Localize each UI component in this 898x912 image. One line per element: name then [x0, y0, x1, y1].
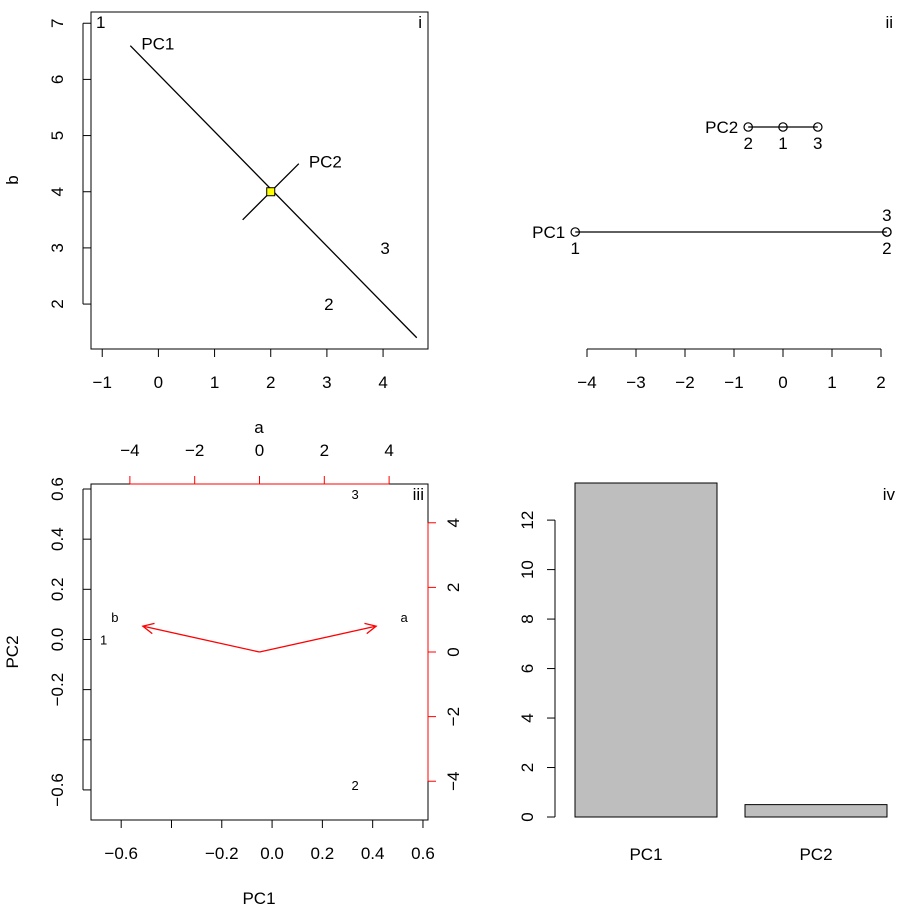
panel-iii-arrowhead — [364, 622, 378, 635]
panel-ii-x-tick-label: −4 — [577, 373, 596, 392]
panel-iii-x-tick-label: 0.0 — [260, 844, 284, 863]
panel-iii-loading-arrow — [142, 625, 260, 653]
panel-iii-y-axis-label: PC2 — [3, 635, 22, 668]
panel-iii-y-tick-label: 0.6 — [48, 477, 67, 501]
panel-i-point-label: 2 — [324, 295, 333, 314]
panel-iii-right-tick-label: −4 — [444, 772, 463, 791]
panel-ii-point-label: 1 — [571, 239, 580, 258]
panel-ii-x-tick-label: 1 — [827, 373, 836, 392]
panel-iii: iii PC1 PC2 −0.6 −0.2 0.0 0.2 0.4 0.6 −0.6 −0.2… — [3, 418, 463, 908]
panel-iii-arrowhead — [141, 622, 155, 635]
panel-ii-point-label: 2 — [882, 239, 891, 258]
panel-iii-top-tick-label: 2 — [320, 441, 329, 460]
panel-iv-bar — [744, 804, 888, 818]
panel-iii-top-tick-label: 0 — [255, 441, 264, 460]
panel-ii-x-tick-label: −2 — [675, 373, 694, 392]
panel-ii-pc1-label: PC1 — [532, 223, 565, 242]
panel-iv-y-tick-label: 8 — [518, 614, 537, 623]
panel-iii-right-tick-label: 0 — [444, 647, 463, 656]
panel-iii-x-tick-label: 0.2 — [311, 844, 335, 863]
panel-i-y-tick-label: 4 — [48, 187, 67, 196]
panel-iv-y-tick-label: 4 — [518, 713, 537, 722]
panel-iii-x-axis-label: PC1 — [242, 889, 275, 908]
panel-i: i 1 a b −1 0 1 2 3 4 2 3 4 5 6 7 PC1 PC2 2 3 — [3, 11, 429, 437]
panel-iii-y-tick-label: 0.0 — [48, 628, 67, 652]
panel-ii-point-label: 3 — [813, 134, 822, 153]
panel-iv-bar — [574, 482, 718, 818]
panel-iii-top-tick-label: −4 — [120, 441, 139, 460]
panel-iii-top-axis-label: a — [254, 418, 264, 437]
panel-i-pc2-label: PC2 — [309, 153, 342, 172]
panel-ii-x-tick-label: 2 — [876, 373, 885, 392]
panel-ii-point — [570, 227, 581, 237]
panel-i-x-tick-label: 4 — [378, 373, 387, 392]
panel-ii-pc2-label: PC2 — [705, 118, 738, 137]
panel-iv-y-tick-label: 10 — [518, 560, 537, 579]
panel-iii-right-tick-label: 4 — [444, 518, 463, 527]
panel-i-corner-text: 1 — [96, 13, 105, 32]
panel-i-pc1-label: PC1 — [141, 35, 174, 54]
panel-iii-loading-arrow — [259, 625, 377, 653]
panel-i-x-tick-label: 0 — [154, 373, 163, 392]
panel-i-y-tick-label: 7 — [48, 18, 67, 27]
panel-iii-label: iii — [413, 485, 424, 504]
panel-iii-right-tick-label: 2 — [444, 583, 463, 592]
panel-ii-point — [778, 122, 788, 132]
panel-iv-label: iv — [883, 485, 896, 504]
panel-ii-label: ii — [885, 13, 893, 32]
panel-iii-y-tick-label: −0.6 — [48, 773, 67, 807]
panel-iii-loading-label: a — [401, 610, 409, 625]
panel-iii-y-tick-label: −0.2 — [48, 673, 67, 707]
panel-iii-x-tick-label: 0.6 — [411, 844, 435, 863]
panel-iii-y-tick-label: 0.4 — [48, 527, 67, 551]
panel-i-x-tick-label: −1 — [93, 373, 112, 392]
panel-i-y-axis-label: b — [3, 175, 22, 184]
panel-i-x-tick-label: 2 — [266, 373, 275, 392]
panel-i-y-tick-label: 3 — [48, 243, 67, 252]
panel-iii-score-label: 2 — [351, 778, 358, 793]
panel-i-label: i — [418, 13, 422, 32]
panel-i-x-axis-label: a — [254, 418, 264, 437]
panel-ii-point — [882, 227, 892, 237]
panel-i-y-tick-label: 5 — [48, 131, 67, 140]
panel-iv-y-tick-label: 2 — [518, 763, 537, 772]
panel-iii-top-tick-label: 4 — [384, 441, 393, 460]
panel-ii-x-tick-label: −1 — [724, 373, 743, 392]
panel-iii-score-label: 1 — [100, 632, 107, 647]
panel-i-y-tick-label: 2 — [48, 299, 67, 308]
panel-i-center-marker — [266, 187, 276, 197]
panel-ii-point-label: 2 — [743, 134, 752, 153]
panel-iii-x-tick-label: −0.6 — [104, 844, 138, 863]
panel-iii-top-tick-label: −2 — [185, 441, 204, 460]
panel-i-x-tick-label: 1 — [210, 373, 219, 392]
panel-iv: iv 0 2 4 6 8 10 12 PC1 PC2 — [518, 482, 896, 864]
panel-i-y-tick-label: 6 — [48, 75, 67, 84]
panel-ii-point — [743, 122, 754, 132]
panel-ii-point-label: 3 — [882, 206, 891, 225]
panel-iv-bar-label: PC1 — [629, 845, 662, 864]
panel-ii-point — [812, 122, 823, 132]
panel-iv-bar-label: PC2 — [799, 845, 832, 864]
panel-ii-point-label: 1 — [778, 134, 787, 153]
panel-iii-x-tick-label: 0.4 — [361, 844, 385, 863]
panel-iii-score-label: 3 — [351, 487, 358, 502]
panel-iii-x-tick-label: −0.2 — [205, 844, 239, 863]
panel-iv-y-tick-label: 6 — [518, 664, 537, 673]
panel-iv-y-tick-label: 12 — [518, 511, 537, 530]
panel-ii-x-tick-label: −3 — [626, 373, 645, 392]
panel-i-x-tick-label: 3 — [322, 373, 331, 392]
panel-ii-x-tick-label: 0 — [778, 373, 787, 392]
panel-iii-loading-label: b — [111, 610, 118, 625]
panel-i-point-label: 3 — [380, 239, 389, 258]
panel-iii-right-tick-label: −2 — [444, 707, 463, 726]
panel-iii-y-tick-label: 0.2 — [48, 577, 67, 601]
panel-ii: ii −4 −3 −2 −1 0 1 2 PC2 2 1 3 PC1 1 3 2 — [532, 13, 893, 392]
panel-iv-y-tick-label: 0 — [518, 812, 537, 821]
